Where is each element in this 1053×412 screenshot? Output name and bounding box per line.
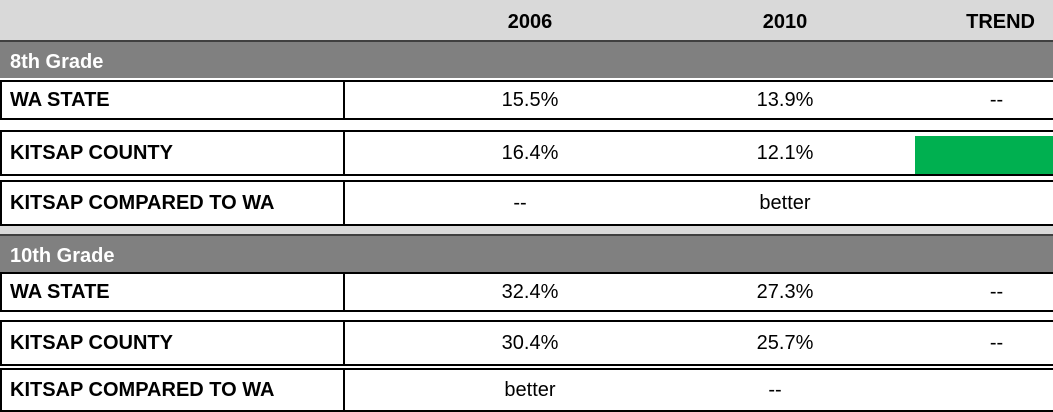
- section-header: 8th Grade: [0, 40, 1053, 78]
- row-label: WA STATE: [0, 274, 345, 310]
- row-label: KITSAP COMPARED TO WA: [0, 370, 345, 410]
- cell-value: 30.4%: [501, 331, 559, 354]
- cell-value: 32.4%: [501, 280, 559, 303]
- cell-value: --: [768, 378, 782, 401]
- cell-value: better: [504, 378, 556, 401]
- cell-value: 13.9%: [756, 88, 814, 111]
- table-row: WA STATE 32.4% 27.3% --: [0, 272, 1053, 312]
- row-label: KITSAP COUNTY: [0, 322, 345, 364]
- table-row: KITSAP COUNTY 16.4% 12.1%: [0, 130, 1053, 176]
- column-header: TREND: [966, 11, 1035, 33]
- table-row: KITSAP COUNTY 30.4% 25.7% --: [0, 320, 1053, 366]
- trend-value: --: [989, 88, 1004, 111]
- cell-value: --: [513, 191, 527, 214]
- row-label: KITSAP COUNTY: [0, 132, 345, 174]
- row-label: KITSAP COMPARED TO WA: [0, 182, 345, 224]
- trend-indicator: [915, 136, 1053, 174]
- table-row: KITSAP COMPARED TO WA -- better: [0, 180, 1053, 226]
- cell-value: 15.5%: [501, 88, 559, 111]
- table-row: KITSAP COMPARED TO WA better --: [0, 368, 1053, 412]
- header-row: [0, 0, 1053, 40]
- section-separator: [0, 226, 1053, 236]
- trend-value: --: [989, 280, 1004, 303]
- cell-value: 25.7%: [756, 331, 814, 354]
- section-header: 10th Grade: [0, 234, 1053, 272]
- cell-value: 27.3%: [756, 280, 814, 303]
- trend-value: --: [989, 331, 1004, 354]
- column-header: 2006: [507, 11, 553, 33]
- row-label: WA STATE: [0, 82, 345, 118]
- cell-value: 12.1%: [756, 141, 814, 164]
- cell-value: 16.4%: [501, 141, 559, 164]
- column-header: 2010: [762, 11, 808, 33]
- table-row: WA STATE 15.5% 13.9% --: [0, 80, 1053, 120]
- cell-value: better: [759, 191, 811, 214]
